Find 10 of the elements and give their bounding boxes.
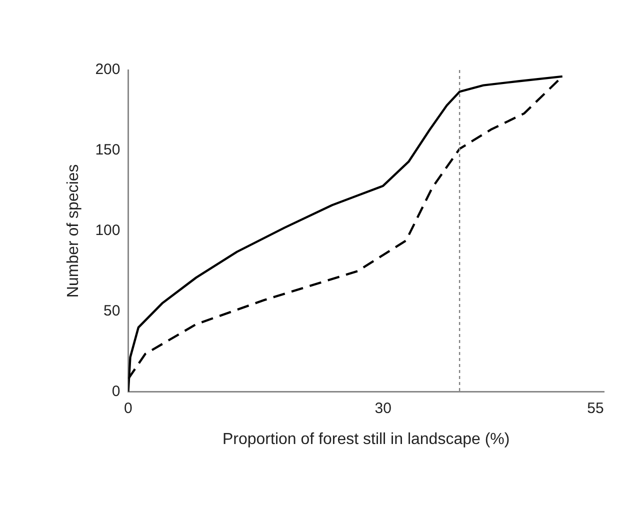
y-tick-label: 150 bbox=[95, 142, 120, 159]
y-tick-label: 0 bbox=[112, 382, 120, 400]
x-tick-label: 0 bbox=[124, 400, 132, 417]
x-axis-title: Proportion of forest still in landscape (%) bbox=[222, 430, 510, 448]
y-tick-label: 100 bbox=[95, 222, 120, 240]
y-tick-label: 200 bbox=[95, 61, 120, 78]
y-tick-label: 50 bbox=[104, 302, 120, 320]
x-tick-label: 55 bbox=[587, 400, 604, 417]
y-axis-title: Number of species bbox=[65, 164, 82, 298]
x-tick-label: 30 bbox=[374, 400, 392, 417]
